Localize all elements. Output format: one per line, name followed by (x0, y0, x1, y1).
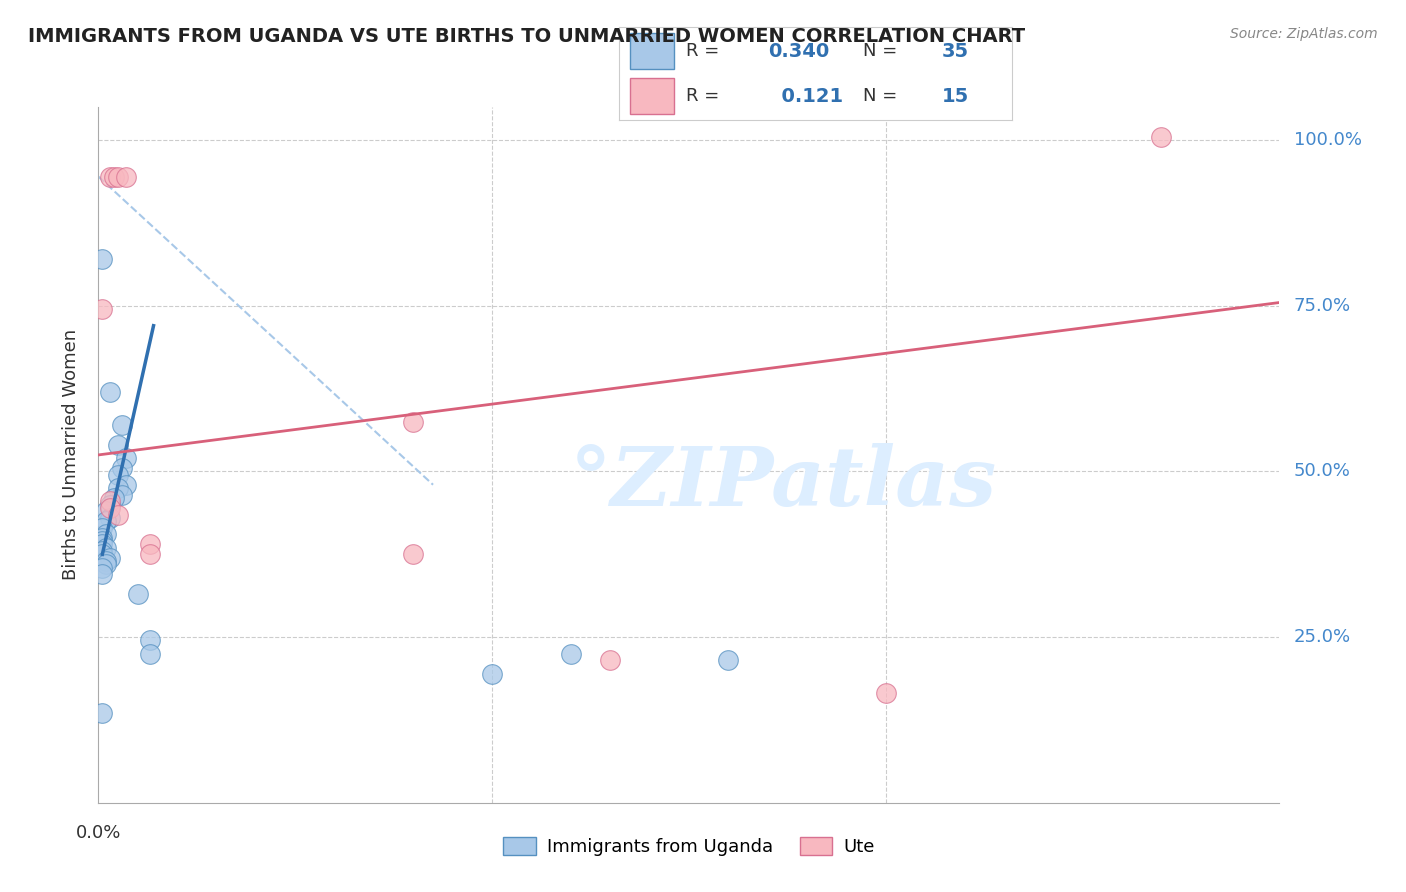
FancyBboxPatch shape (630, 33, 673, 69)
Point (599, 653, 621, 667)
Point (96, 527, 118, 541)
Text: R =: R = (686, 42, 718, 60)
Text: 50.0%: 50.0% (1294, 462, 1351, 481)
Point (98, 169, 121, 184)
Text: 15: 15 (942, 87, 969, 105)
Point (91, 302, 114, 317)
Point (91, 547, 114, 561)
Point (1150, 129, 1173, 144)
Point (91, 531, 114, 545)
Text: N =: N = (863, 87, 897, 105)
Point (107, 467, 129, 482)
Point (402, 415, 425, 429)
Text: 25.0%: 25.0% (1294, 628, 1351, 646)
Point (875, 686, 897, 700)
Point (107, 481, 129, 495)
Point (96, 541, 118, 555)
Point (138, 633, 160, 648)
Point (91, 537, 114, 551)
Point (103, 491, 125, 505)
Text: 75.0%: 75.0% (1294, 297, 1351, 315)
Point (481, 666, 503, 681)
Point (402, 547, 425, 561)
Y-axis label: Births to Unmarried Women: Births to Unmarried Women (62, 329, 80, 581)
Point (115, 451, 138, 466)
Text: 0.121: 0.121 (768, 87, 844, 105)
Point (91, 706, 114, 721)
Text: N =: N = (863, 42, 897, 60)
Point (96, 504, 118, 518)
Point (111, 461, 134, 475)
Point (107, 508, 129, 522)
Point (91, 521, 114, 535)
Point (96, 558, 118, 572)
Text: IMMIGRANTS FROM UGANDA VS UTE BIRTHS TO UNMARRIED WOMEN CORRELATION CHART: IMMIGRANTS FROM UGANDA VS UTE BIRTHS TO … (28, 27, 1025, 45)
Point (107, 169, 129, 184)
Point (91, 534, 114, 549)
Point (98, 550, 121, 565)
Legend: Immigrants from Uganda, Ute: Immigrants from Uganda, Ute (496, 830, 882, 863)
FancyBboxPatch shape (630, 78, 673, 114)
Point (107, 438, 129, 452)
Point (717, 653, 740, 667)
Point (98, 498, 121, 512)
Point (91, 567, 114, 582)
Point (560, 647, 582, 661)
Point (127, 587, 149, 601)
Text: °ZIPatlas: °ZIPatlas (569, 442, 997, 523)
Text: R =: R = (686, 87, 718, 105)
Point (98, 384, 121, 399)
Text: 0.0%: 0.0% (76, 823, 121, 842)
Point (96, 554, 118, 568)
Point (103, 169, 125, 184)
Text: Source: ZipAtlas.com: Source: ZipAtlas.com (1230, 27, 1378, 41)
Text: 35: 35 (942, 42, 969, 61)
Point (98, 511, 121, 525)
Point (111, 488, 134, 502)
Point (91, 252, 114, 267)
Point (91, 560, 114, 574)
Point (115, 477, 138, 491)
Point (138, 647, 160, 661)
Point (138, 537, 160, 551)
Point (96, 514, 118, 528)
Point (111, 418, 134, 433)
Point (91, 544, 114, 558)
Point (115, 169, 138, 184)
Text: 0.340: 0.340 (768, 42, 830, 61)
Point (98, 500, 121, 515)
Point (98, 494, 121, 508)
Point (138, 547, 160, 561)
Text: 100.0%: 100.0% (1294, 131, 1361, 149)
